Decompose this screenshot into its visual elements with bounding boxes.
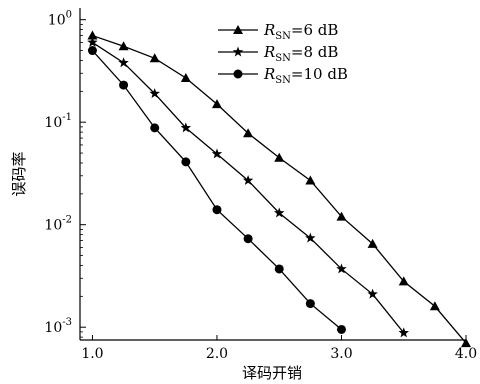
series-1-point-1	[118, 41, 129, 51]
series-layer	[87, 30, 471, 348]
series-3-point-8	[336, 324, 346, 334]
x-tick-label-2: 3.0	[330, 346, 352, 362]
series-2-point-7	[305, 232, 316, 243]
x-tick-label-0: 1.0	[81, 346, 103, 362]
series-2-point-4	[211, 148, 223, 159]
series-3-point-4	[212, 205, 222, 215]
series-2-point-3	[180, 122, 192, 133]
series-3-point-0	[87, 46, 97, 56]
y-tick-label-2: 10-2	[44, 215, 72, 234]
legend-label-2: RSN=8 dB	[263, 43, 338, 64]
series-3-point-2	[150, 123, 160, 133]
series-1-point-0	[87, 30, 98, 40]
axes	[79, 8, 466, 341]
legend-item-2: RSN=8 dB	[218, 43, 338, 64]
series-2-point-10	[398, 327, 409, 338]
series-2-point-6	[273, 207, 285, 218]
legend-item-1: RSN=6 dB	[218, 21, 338, 42]
series-1-point-10	[398, 276, 409, 286]
series-1-point-12	[461, 338, 471, 348]
y-tick-label-1: 10-1	[44, 112, 72, 131]
series-1-point-9	[367, 238, 378, 248]
legend-marker-3	[233, 69, 243, 79]
series-1-point-6	[274, 152, 285, 162]
x-tick-label-3: 4.0	[455, 346, 477, 362]
series-1	[87, 30, 471, 348]
series-1-point-5	[243, 128, 254, 138]
ticks: 1.0 2.0 3.0 4.0 100 10-1 10-2 10-3	[44, 10, 477, 362]
series-3-line	[91, 50, 342, 330]
series-1-point-4	[211, 99, 222, 109]
series-2-point-0	[87, 36, 98, 47]
series-3-point-1	[119, 80, 129, 90]
series-2-point-8	[336, 263, 347, 274]
series-1-point-3	[180, 72, 191, 82]
series-3-point-3	[181, 157, 191, 167]
x-axis-label: 译码开销	[242, 364, 302, 382]
series-3-point-6	[274, 264, 284, 274]
series-3-point-7	[305, 299, 315, 309]
legend-label-1: RSN=6 dB	[263, 21, 338, 42]
series-1-point-2	[149, 53, 160, 63]
series-1-point-8	[336, 211, 347, 221]
legend-label-3: RSN=10 dB	[263, 65, 348, 86]
legend-marker-2	[232, 46, 244, 57]
series-1-point-11	[429, 301, 440, 311]
legend-marker-1	[233, 25, 243, 34]
y-axis-label: 误码率	[10, 151, 28, 196]
series-2-point-2	[149, 88, 160, 99]
series-2-point-5	[242, 174, 254, 185]
series-1-point-7	[305, 175, 316, 185]
series-2-line	[92, 41, 405, 334]
series-3	[87, 46, 346, 334]
y-tick-label-0: 100	[48, 10, 72, 29]
series-2	[87, 36, 409, 338]
legend-item-3: RSN=10 dB	[218, 65, 348, 86]
x-tick-label-1: 2.0	[206, 346, 228, 362]
y-tick-label-3: 10-3	[44, 317, 72, 336]
series-2-point-9	[367, 288, 378, 299]
series-3-point-5	[243, 234, 253, 244]
series-2-point-1	[118, 57, 129, 68]
